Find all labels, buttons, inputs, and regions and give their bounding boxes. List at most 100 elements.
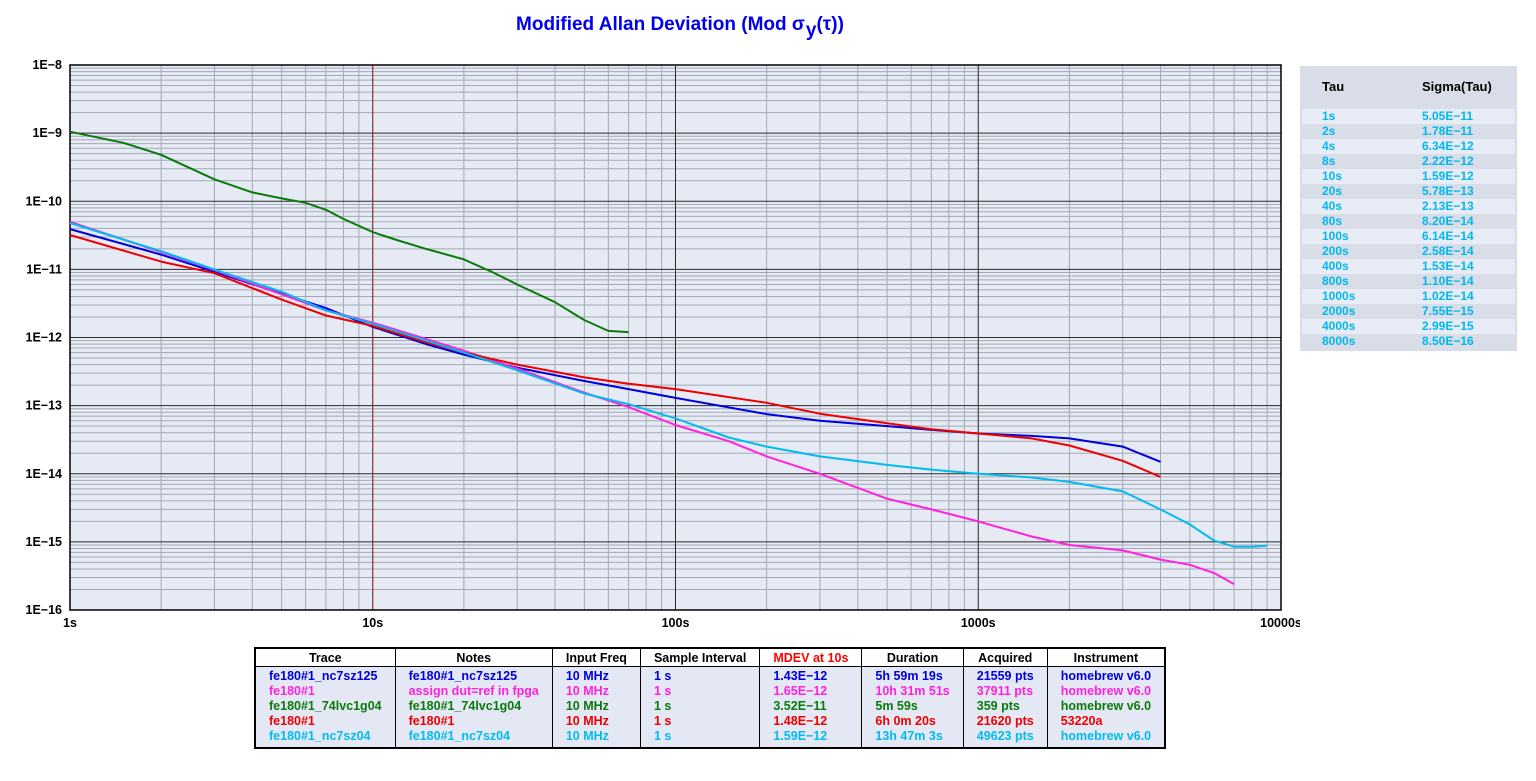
legend-cell: fe180#1_nc7sz04 (394, 729, 553, 748)
sigma-value: 2.13E−13 (1422, 199, 1474, 213)
sigma-value: 2.22E−12 (1422, 154, 1474, 168)
tau-sigma-table: Tau Sigma(Tau) 1s 5.05E−11 2s 1.78E−11 4s 6.3… (1300, 66, 1517, 351)
legend-cell: 1 s (639, 729, 761, 748)
sigma-value: 1.02E−14 (1422, 289, 1474, 303)
y-tick-label: 1E−14 (26, 467, 63, 481)
legend-cell: 13h 47m 3s (861, 729, 964, 748)
x-tick-label: 1s (63, 616, 77, 630)
legend-header-cell: MDEV at 10s (759, 648, 863, 667)
tau-row: 1000s 1.02E−14 (1302, 289, 1515, 304)
tau-row: 4000s 2.99E−15 (1302, 319, 1515, 334)
tau-value: 8s (1322, 154, 1336, 168)
legend-cell: 1.43E−12 (759, 666, 863, 684)
legend-row: fe180#1 assign dut=ref in fpga 10 MHz 1 s 1.… (254, 684, 1166, 699)
legend-cell: 21620 pts (962, 714, 1048, 729)
tau-value: 800s (1322, 274, 1349, 288)
sigma-value: 6.34E−12 (1422, 139, 1474, 153)
sigma-value: 6.14E−14 (1422, 229, 1474, 243)
legend-header-cell: Acquired (962, 648, 1048, 667)
legend-cell: fe180#1_74lvc1g04 (394, 699, 553, 714)
legend-cell: fe180#1 (254, 684, 396, 699)
x-tick-label: 10s (362, 616, 383, 630)
tau-row: 400s 1.53E−14 (1302, 259, 1515, 274)
tau-row: 200s 2.58E−14 (1302, 244, 1515, 259)
legend-cell: 1 s (639, 666, 761, 684)
y-tick-label: 1E−16 (26, 603, 63, 617)
tau-value: 1000s (1322, 289, 1356, 303)
series-line-4 (69, 234, 1161, 478)
x-tick-label: 1000s (961, 616, 996, 630)
tau-value: 1s (1322, 109, 1336, 123)
tau-value: 2000s (1322, 304, 1356, 318)
tau-row: 8000s 8.50E−16 (1302, 334, 1515, 349)
tau-value: 200s (1322, 244, 1349, 258)
sigma-value: 1.59E−12 (1422, 169, 1474, 183)
legend-cell: homebrew v6.0 (1046, 684, 1166, 699)
legend-cell: 10 MHz (551, 729, 641, 748)
plot-border (69, 64, 1282, 611)
tau-value: 4000s (1322, 319, 1356, 333)
legend-cell: fe180#1 (394, 714, 553, 729)
y-tick-label: 1E−12 (26, 331, 63, 345)
legend-cell: 10 MHz (551, 714, 641, 729)
legend-cell: 10 MHz (551, 666, 641, 684)
sigma-header: Sigma(Tau) (1422, 79, 1492, 94)
legend-cell: 5m 59s (861, 699, 964, 714)
mdev-plot: 1s 10s 100s 1000s 10000s 1E−8 1E−9 1E−10 1E−11 1E… (26, 58, 1301, 630)
sigma-value: 5.78E−13 (1422, 184, 1474, 198)
tau-value: 40s (1322, 199, 1343, 213)
tau-row: 10s 1.59E−12 (1302, 169, 1515, 184)
legend-cell: 3.52E−11 (759, 699, 863, 714)
legend-cell: fe180#1_nc7sz125 (394, 666, 553, 684)
tau-value: 10s (1322, 169, 1343, 183)
legend-cell: 49623 pts (962, 729, 1048, 748)
y-tick-label: 1E−11 (26, 262, 62, 276)
legend-cell: assign dut=ref in fpga (394, 684, 553, 699)
legend-cell: 359 pts (962, 699, 1048, 714)
tau-header: Tau (1322, 79, 1345, 94)
legend-header-cell: Notes (394, 648, 553, 667)
legend-header-cell: Sample Interval (639, 648, 761, 667)
legend-cell: homebrew v6.0 (1046, 699, 1166, 714)
chart-title-tail: (τ)) (816, 14, 844, 35)
tau-row: 20s 5.78E−13 (1302, 184, 1515, 199)
sigma-value: 2.58E−14 (1422, 244, 1474, 258)
legend-header-cell: Input Freq (551, 648, 641, 667)
y-tick-label: 1E−9 (32, 126, 62, 140)
chart-title-main: Modified Allan Deviation (Mod σ (516, 14, 805, 35)
y-tick-label: 1E−15 (26, 535, 63, 549)
series-line-5 (69, 222, 1268, 548)
legend-cell: 37911 pts (962, 684, 1048, 699)
tau-row: 2000s 7.55E−15 (1302, 304, 1515, 319)
legend-header-row: Trace Notes Input Freq Sample Interval MDEV … (254, 648, 1166, 667)
legend-header-cell: Trace (254, 648, 396, 667)
legend-header-cell: Duration (861, 648, 964, 667)
tau-row: 4s 6.34E−12 (1302, 139, 1515, 154)
sigma-value: 2.99E−15 (1422, 319, 1474, 333)
sigma-value: 1.78E−11 (1422, 124, 1474, 138)
legend-cell: 1 s (639, 684, 761, 699)
legend-cell: 21559 pts (962, 666, 1048, 684)
legend-cell: 1.65E−12 (759, 684, 863, 699)
tau-value: 4s (1322, 139, 1336, 153)
sigma-value: 5.05E−11 (1422, 109, 1474, 123)
tau-value: 20s (1322, 184, 1343, 198)
tau-row: 8s 2.22E−12 (1302, 154, 1515, 169)
y-tick-label: 1E−8 (32, 58, 62, 72)
legend-body: fe180#1_nc7sz125 fe180#1_nc7sz125 10 MHz 1 … (254, 666, 1166, 748)
legend-cell: fe180#1 (254, 714, 396, 729)
tau-value: 400s (1322, 259, 1349, 273)
tau-value: 100s (1322, 229, 1349, 243)
series-line-3 (69, 130, 629, 334)
tau-row: 40s 2.13E−13 (1302, 199, 1515, 214)
chart-title-subscript: y (805, 20, 817, 41)
tau-value: 2s (1322, 124, 1336, 138)
legend-cell: 10h 31m 51s (861, 684, 964, 699)
sigma-value: 7.55E−15 (1422, 304, 1474, 318)
legend-cell: 5h 59m 19s (861, 666, 964, 684)
y-tick-label: 1E−13 (26, 399, 63, 413)
legend-cell: homebrew v6.0 (1046, 666, 1166, 684)
tau-value: 8000s (1322, 334, 1356, 348)
sigma-value: 8.20E−14 (1422, 214, 1474, 228)
